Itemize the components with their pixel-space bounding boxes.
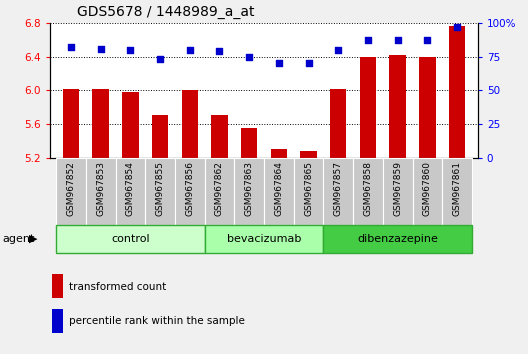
Text: percentile rank within the sample: percentile rank within the sample [69,316,246,326]
Bar [234,158,264,225]
Point [126,47,135,53]
Text: GDS5678 / 1448989_a_at: GDS5678 / 1448989_a_at [77,5,254,19]
Text: GSM967860: GSM967860 [423,161,432,216]
Bar [241,128,257,158]
Bar [182,90,198,158]
Bar [442,158,472,225]
Bar [116,158,145,225]
Point [393,38,402,43]
Bar [353,158,383,225]
Text: GSM967861: GSM967861 [452,161,461,216]
Text: GSM967859: GSM967859 [393,161,402,216]
Bar [419,57,436,158]
Bar [390,55,406,158]
Point [67,44,75,50]
Point [275,61,283,66]
Bar [449,25,465,158]
Text: GSM967857: GSM967857 [334,161,343,216]
Point [215,48,224,54]
Bar [323,158,353,225]
Bar [211,115,228,158]
Bar [56,225,205,253]
Bar [52,274,63,298]
Text: GSM967853: GSM967853 [96,161,105,216]
Text: GSM967854: GSM967854 [126,161,135,216]
Text: GSM967855: GSM967855 [156,161,165,216]
Bar [383,158,412,225]
Point [245,54,253,59]
Bar [205,225,323,253]
Point [334,47,343,53]
Point [185,47,194,53]
Text: GSM967863: GSM967863 [244,161,253,216]
Bar [412,158,442,225]
Bar [323,225,472,253]
Text: transformed count: transformed count [69,281,167,292]
Text: GSM967858: GSM967858 [363,161,372,216]
Bar [145,158,175,225]
Text: dibenzazepine: dibenzazepine [357,234,438,244]
Bar [152,115,168,158]
Bar [122,92,138,158]
Bar [271,149,287,158]
Point [304,61,313,66]
Bar [86,158,116,225]
Text: GSM967865: GSM967865 [304,161,313,216]
Bar [52,309,63,333]
Bar [92,88,109,158]
Text: GSM967862: GSM967862 [215,161,224,216]
Bar [63,88,79,158]
Text: GSM967852: GSM967852 [67,161,76,216]
Text: GSM967864: GSM967864 [275,161,284,216]
Text: ▶: ▶ [29,234,37,244]
Text: agent: agent [3,234,35,244]
Point [364,38,372,43]
Bar [56,158,86,225]
Point [423,38,431,43]
Bar [330,88,346,158]
Point [156,57,164,62]
Text: GSM967856: GSM967856 [185,161,194,216]
Bar [175,158,205,225]
Point [453,24,461,30]
Bar [205,158,234,225]
Bar [264,158,294,225]
Point [97,46,105,51]
Bar [300,151,317,158]
Text: control: control [111,234,149,244]
Text: bevacizumab: bevacizumab [227,234,301,244]
Bar [294,158,323,225]
Bar [360,57,376,158]
